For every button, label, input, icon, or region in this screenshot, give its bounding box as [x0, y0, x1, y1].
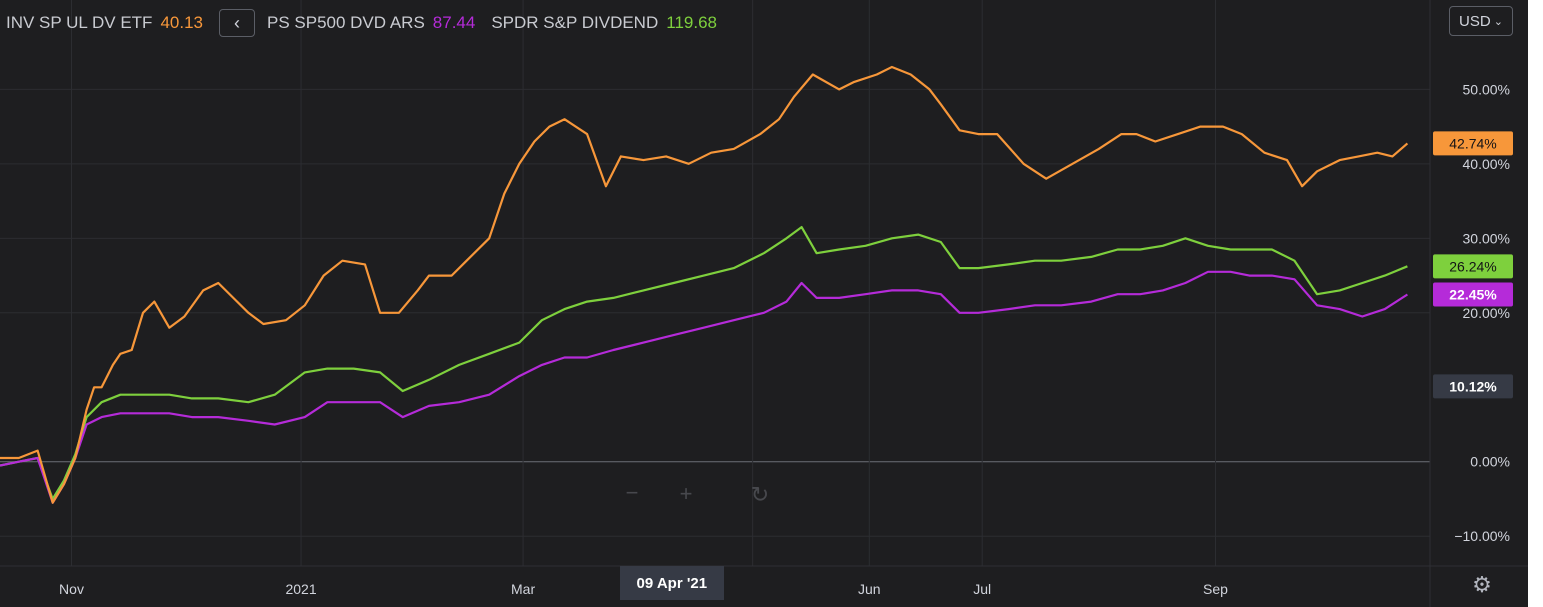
badge-label: 26.24% — [1449, 258, 1496, 274]
zoom-in-icon[interactable]: + — [680, 481, 693, 506]
legend-name-1: PS SP500 DVD ARS — [266, 13, 425, 32]
x-tick-label: Jun — [858, 581, 881, 597]
value-badge: 22.45% — [1433, 282, 1513, 307]
legend-name-0: INV SP UL DV ETF — [6, 13, 153, 32]
chevron-down-icon: ⌄ — [1493, 15, 1503, 28]
x-tick-label: Sep — [1203, 581, 1228, 597]
y-tick-label: −10.00% — [1454, 528, 1510, 544]
crosshair-date-label: 09 Apr '21 — [619, 566, 724, 600]
y-tick-label: 30.00% — [1463, 230, 1510, 246]
y-tick-label: 0.00% — [1470, 454, 1510, 470]
series-line-1 — [0, 270, 1408, 504]
currency-button[interactable]: USD ⌄ — [1449, 6, 1513, 36]
series-lines — [0, 65, 1409, 504]
series-line-0 — [0, 65, 1409, 504]
legend-name-2: SPDR S&P DIVDEND — [491, 13, 659, 32]
badge-label: 22.45% — [1449, 287, 1497, 303]
legend-value-0: 40.13 — [160, 13, 203, 32]
value-badge: 42.74% — [1433, 131, 1513, 156]
right-edge — [1528, 0, 1543, 607]
series-line-2 — [0, 226, 1408, 501]
badge-label: 42.74% — [1449, 135, 1496, 151]
badge-bg — [1433, 374, 1513, 399]
currency-label: USD — [1459, 12, 1491, 30]
gear-icon[interactable]: ⚙ — [1472, 572, 1492, 597]
legend-value-2: 119.68 — [666, 13, 717, 32]
badge-bg — [1433, 282, 1513, 307]
legend: INV SP UL DV ETF 40.13 ‹ PS SP500 DVD AR… — [6, 8, 733, 38]
zoom-controls[interactable]: − + ↻ — [626, 480, 770, 507]
legend-value-1: 87.44 — [432, 13, 476, 32]
reset-icon[interactable]: ↻ — [751, 482, 769, 507]
x-tick-label: Nov — [59, 581, 84, 597]
y-tick-label: 20.00% — [1463, 305, 1510, 321]
grid — [0, 0, 1430, 566]
value-badges: 42.74% 26.24% 22.45% 10.12% — [1433, 131, 1513, 399]
badge-bg — [1433, 254, 1513, 279]
value-badge: 10.12% — [1433, 374, 1513, 399]
badge-bg — [1433, 131, 1513, 156]
chevron-left-icon: ‹ — [233, 12, 240, 33]
x-tick-label: 2021 — [285, 581, 316, 597]
x-tick-label: Mar — [511, 581, 535, 597]
value-badge: 26.24% — [1433, 254, 1513, 279]
y-tick-label: 40.00% — [1463, 156, 1510, 172]
badge-label: 10.12% — [1449, 378, 1497, 394]
zoom-out-icon[interactable]: − — [626, 480, 639, 505]
x-tick-label: Jul — [973, 581, 991, 597]
collapse-legend-button[interactable]: ‹ — [218, 9, 255, 37]
y-tick-label: 50.00% — [1463, 81, 1510, 97]
